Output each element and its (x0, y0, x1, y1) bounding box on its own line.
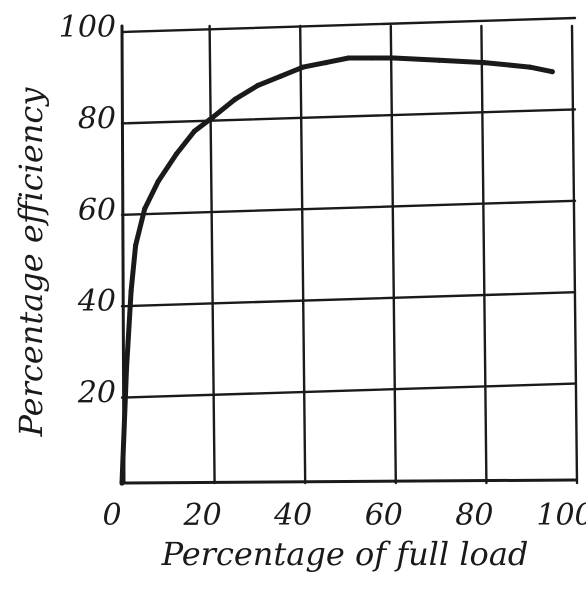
grid-line-y-3 (120, 108, 577, 125)
y-tick-labels: 20 40 60 80 100 (59, 10, 116, 411)
data-point-0-11 (277, 73, 284, 79)
data-point-0-8 (210, 114, 216, 120)
x-tick-label-1: 20 (183, 498, 222, 533)
data-point-0-5 (155, 178, 161, 184)
data-point-0-9 (232, 96, 238, 102)
grid-line-y-0 (120, 382, 577, 399)
data-point-0-17 (436, 57, 442, 63)
y-tick-label-2: 60 (78, 193, 116, 228)
grid-line-x-4 (480, 24, 488, 485)
grid-line-y-2 (120, 199, 577, 217)
grid-line-x-5 (570, 24, 579, 485)
data-point-0-16 (391, 55, 397, 61)
x-tick-labels: 0 20 40 60 80 100 (102, 498, 586, 533)
data-point-0-20 (549, 69, 555, 75)
data-point-0-15 (368, 55, 374, 61)
y-tick-label-4: 100 (59, 10, 116, 45)
data-point-0-4 (142, 206, 148, 212)
y-tick-label-3: 80 (78, 101, 116, 136)
data-point-0-18 (481, 60, 487, 66)
x-axis-line (120, 478, 577, 485)
data-point-0-6 (173, 151, 179, 157)
data-point-0-14 (345, 55, 352, 61)
axes (120, 24, 577, 485)
grid-line-x-1 (208, 24, 216, 485)
data-point-0-7 (191, 128, 198, 134)
data-point-0-19 (527, 64, 533, 70)
data-point-0-13 (323, 60, 329, 66)
grid-line-x-3 (389, 24, 397, 485)
grid-line-y-4 (120, 16, 577, 34)
y-tick-label-0: 20 (77, 376, 116, 411)
x-tick-label-3: 60 (365, 498, 403, 533)
data-point-0-3 (133, 242, 139, 248)
x-axis-label: Percentage of full load (161, 535, 529, 573)
data-point-0-12 (300, 64, 306, 70)
x-tick-label-2: 40 (273, 498, 312, 533)
x-tick-label-0: 0 (102, 498, 121, 533)
x-tick-label-4: 80 (455, 498, 493, 533)
grid-lines (120, 16, 579, 485)
grid-line-y-1 (120, 291, 577, 308)
data-point-0-1 (123, 366, 130, 372)
x-tick-label-5: 100 (536, 498, 586, 533)
data-point-0-2 (128, 288, 134, 294)
series (119, 55, 555, 486)
grid-line-x-2 (299, 24, 307, 485)
data-point-0-10 (255, 82, 261, 88)
y-tick-label-1: 40 (77, 284, 116, 319)
data-point-0-0 (119, 480, 125, 486)
y-axis-label: Percentage efficiency (12, 87, 50, 438)
